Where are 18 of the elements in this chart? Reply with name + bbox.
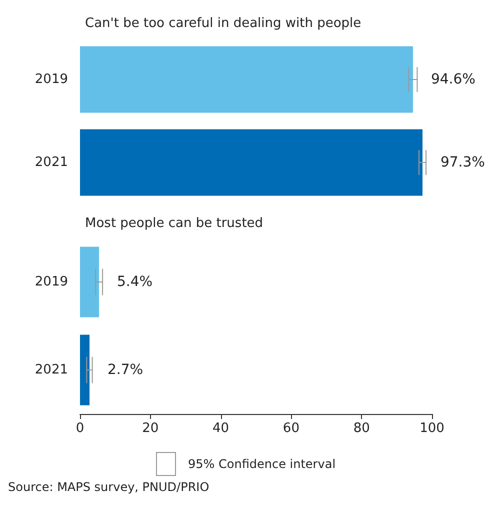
y-tick-label: 2019 (34, 274, 68, 290)
data-label: 97.3% (440, 154, 485, 170)
legend-title: 95% Confidence interval (188, 457, 336, 471)
y-tick-label: 2021 (34, 362, 68, 378)
x-tick-label: 100 (420, 421, 444, 436)
x-tick-label: 20 (142, 421, 159, 436)
x-tick-label: 0 (76, 421, 84, 436)
x-tick-label: 60 (282, 421, 300, 436)
y-tick-label: 2019 (34, 72, 68, 87)
data-label: 2.7% (108, 362, 144, 378)
data-label: 5.4% (117, 274, 153, 290)
chart-title: Most people can be trusted (85, 216, 264, 231)
x-tick-label: 40 (212, 421, 230, 436)
y-tick-label: 2021 (34, 155, 68, 170)
data-label: 94.6% (430, 72, 476, 88)
chart-title: Can't be too careful in dealing with people (85, 16, 362, 31)
source-note: Source: MAPS survey, PNUD/PRIO (8, 480, 210, 494)
x-tick-label: 80 (353, 421, 370, 436)
